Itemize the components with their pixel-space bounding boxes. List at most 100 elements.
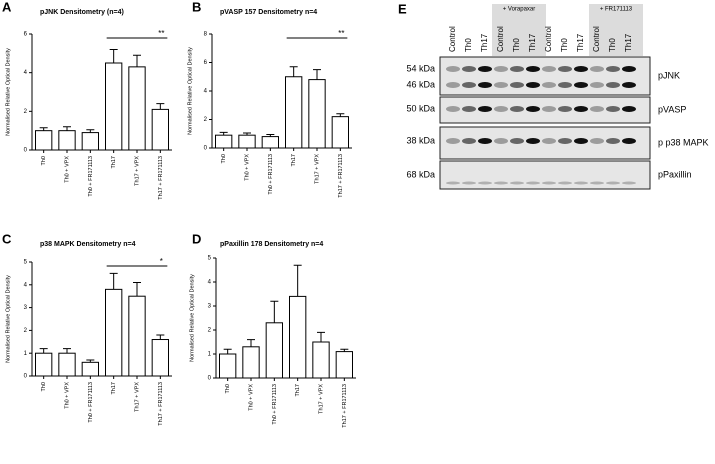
blot-band [542,66,556,72]
x-tick-label: Th17 + FR171113 [158,382,164,426]
blot-band [462,181,476,185]
chart-title: pVASP 157 Densitometry n=4 [220,9,317,16]
lane-label: Th0 [560,38,569,52]
y-axis-label: Normalised Relative Optical Density [187,47,193,135]
y-axis-label: Normalised Relative Optical Density [5,275,11,363]
blot-band [494,106,508,112]
y-tick-label: 2 [24,109,28,115]
bar [308,79,326,149]
error-bar [39,348,48,354]
error-bar [133,282,141,297]
blot-band [478,82,492,88]
blot-band [526,66,540,72]
bar [289,295,307,379]
x-tick-label: Th17 + FR171113 [158,156,164,200]
y-axis-label: Normalised Relative Optical Density [189,274,195,362]
error-bar [109,272,118,290]
marker-label: 54 kDa [406,63,435,73]
bar [242,346,260,379]
y-tick-label: 0 [24,148,28,154]
x-tick-label: Th0 [41,156,47,165]
x-tick-label: Th17 [295,384,301,397]
lane-label: Control [448,26,457,52]
blot-strip [439,56,651,96]
x-tick-label: Th0 + FR171113 [272,384,278,425]
bar [219,353,237,379]
bar [151,339,170,377]
lane-label: Th0 [608,38,617,52]
blot-band [462,106,476,112]
blot-band [446,106,460,112]
bar [238,134,256,149]
error-bar [313,69,321,80]
y-tick-label: 1 [208,352,212,358]
error-bar [340,348,349,352]
blot-band [478,66,492,72]
lane-label: Control [496,26,505,52]
blot-band [526,138,540,144]
blot-band [462,66,476,72]
y-tick-label: 4 [24,282,28,288]
y-tick-label: 2 [204,117,208,123]
x-tick-label: Th0 + VPX [244,154,250,181]
blot-band [574,82,588,88]
x-tick-label: Th0 + VPX [248,384,254,411]
y-tick-label: 5 [24,260,28,266]
x-tick-label: Th17 [291,154,297,167]
y-tick-label: 4 [24,70,28,76]
error-bar [39,127,48,131]
y-tick-label: 0 [204,146,208,152]
error-bar [247,339,255,347]
blot-band [446,181,460,185]
blot-band [542,82,556,88]
bar [215,134,233,149]
blot-band [494,82,508,88]
blot-band [526,106,540,112]
significance-label: ** [158,29,164,38]
blot-band [462,138,476,144]
x-tick-label: Th17 [111,156,117,169]
y-axis-label: Normalised Relative Optical Density [5,48,11,136]
bar [81,132,99,151]
error-bar [317,331,325,342]
error-bar [156,103,165,110]
error-bar [86,359,95,363]
panel-label: A [2,0,12,14]
y-tick-label: 5 [208,256,212,262]
error-bar [266,133,275,137]
group-label: + Vorapaxar [503,7,536,13]
group-shade [492,4,546,56]
blot-band [574,106,588,112]
protein-label: pPaxillin [658,169,692,179]
blot-band [558,181,572,185]
marker-label: 50 kDa [406,103,435,113]
lane-label: Th0 [512,38,521,52]
blot-band [542,138,556,144]
blot-band [510,66,524,72]
error-bar [270,300,279,323]
x-tick-label: Th0 + FR171113 [268,154,274,195]
x-tick-label: Th17 + VPX [314,154,320,184]
blot-band [622,82,636,88]
blot-band [590,138,604,144]
y-tick-label: 8 [204,32,208,38]
bar [331,116,349,149]
bar [105,288,123,377]
bar [151,108,170,151]
blot-band [494,181,508,185]
blot-band [606,66,620,72]
bar [105,62,123,151]
blot-band [606,106,620,112]
blot-band [574,138,588,144]
bar [335,351,353,379]
bar [35,130,53,151]
y-tick-label: 3 [208,304,212,310]
protein-label: p p38 MAPK [658,137,709,147]
blot-band [590,66,604,72]
blot-band [558,82,572,88]
blot-band [494,66,508,72]
blot-band [622,181,636,185]
group-label: + FR171113 [600,7,633,13]
